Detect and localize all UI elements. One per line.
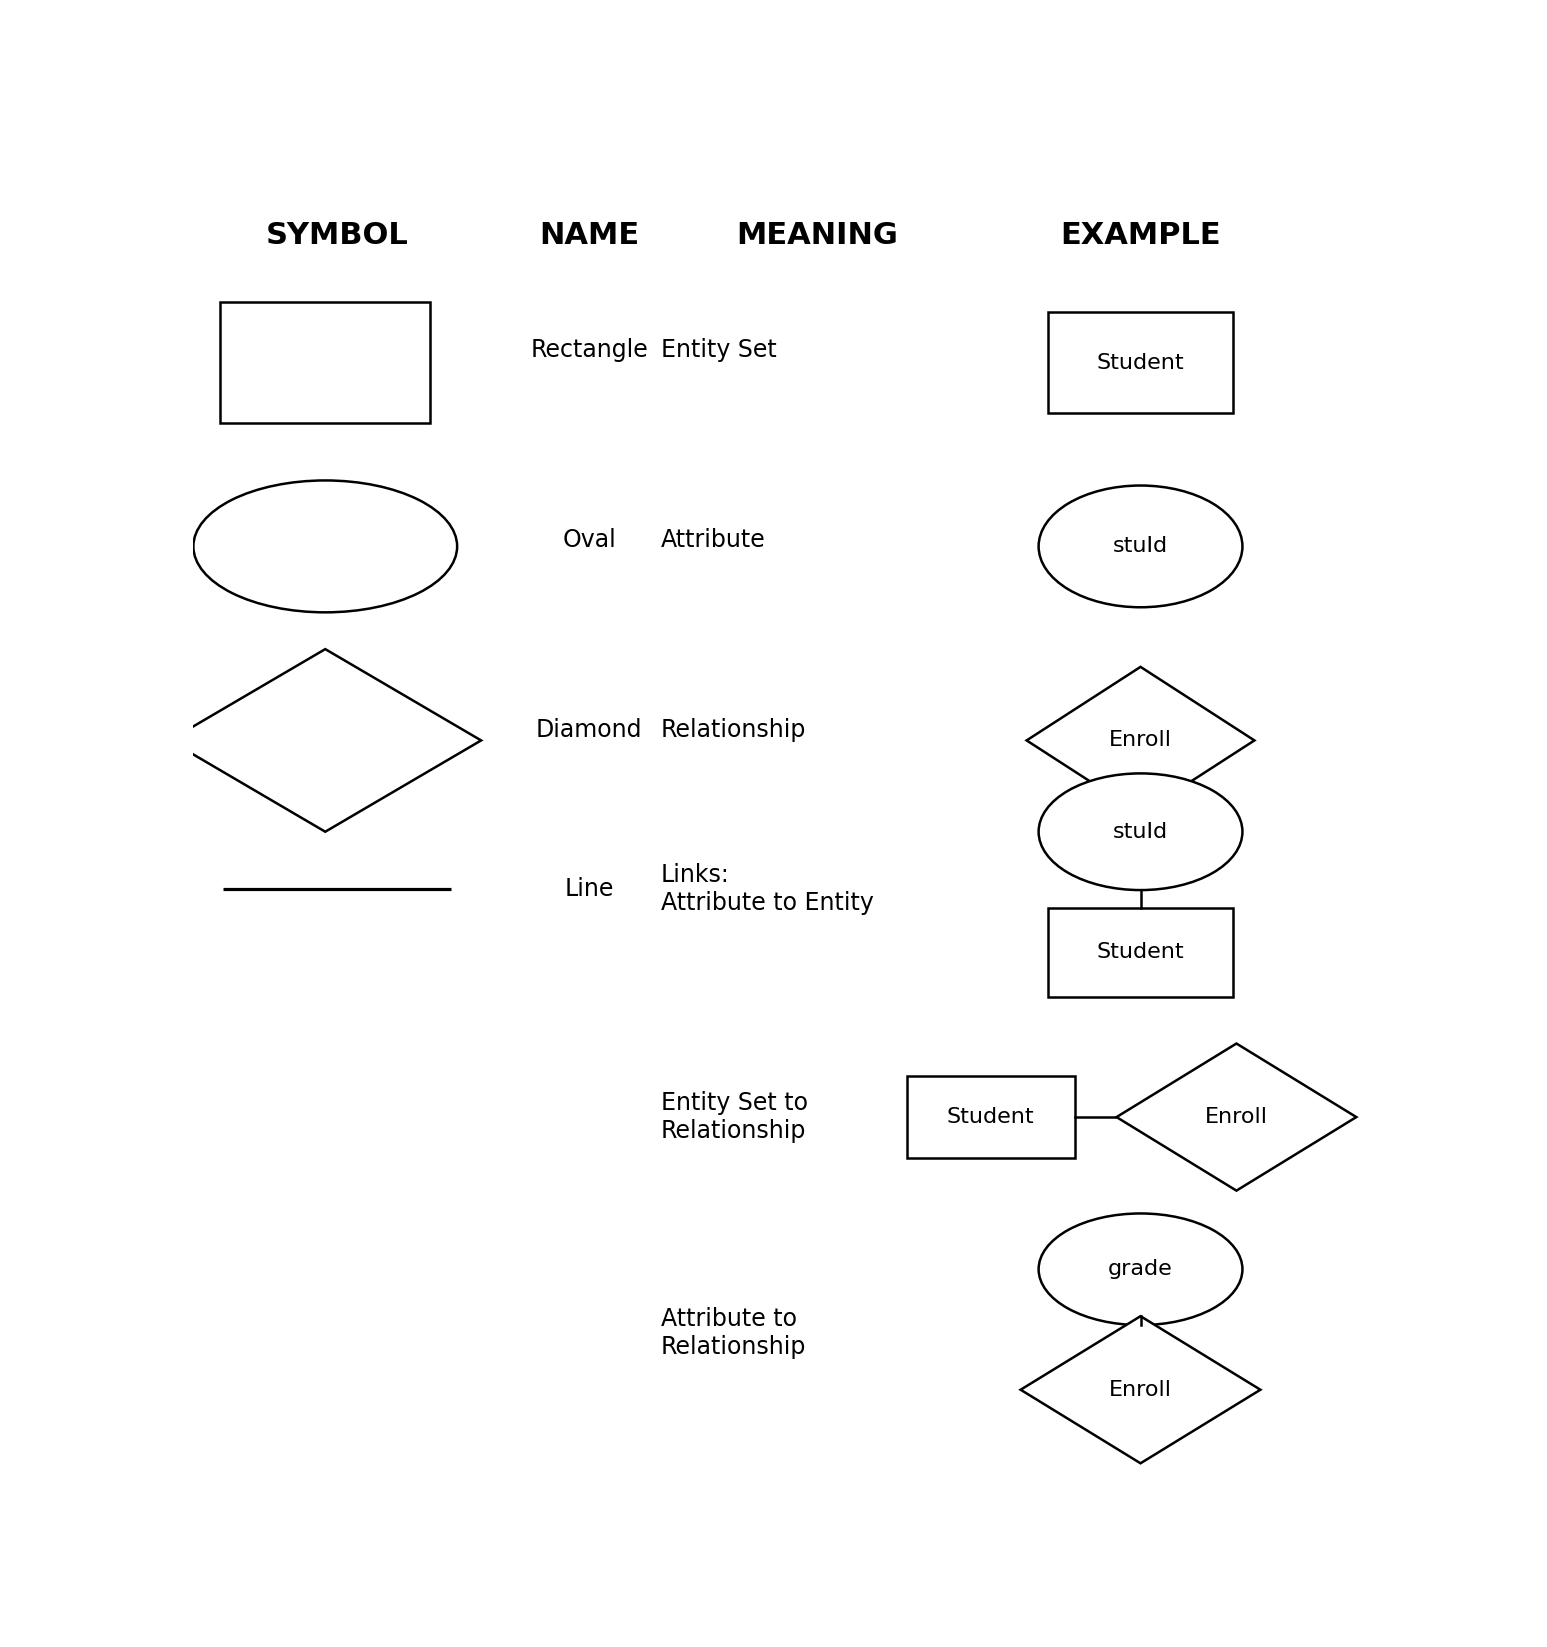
- Text: stuId: stuId: [1112, 822, 1168, 842]
- Text: stuId: stuId: [1112, 537, 1168, 557]
- Text: SYMBOL: SYMBOL: [266, 221, 408, 250]
- Polygon shape: [1027, 667, 1255, 814]
- Ellipse shape: [1038, 486, 1242, 608]
- Text: Attribute: Attribute: [661, 529, 766, 552]
- Text: MEANING: MEANING: [736, 221, 897, 250]
- Bar: [1047, 311, 1233, 413]
- Text: grade: grade: [1108, 1260, 1173, 1280]
- Bar: [907, 1075, 1075, 1158]
- Polygon shape: [1117, 1044, 1357, 1191]
- Text: NAME: NAME: [538, 221, 639, 250]
- Text: Entity Set to
Relationship: Entity Set to Relationship: [661, 1092, 808, 1143]
- Text: Oval: Oval: [562, 529, 616, 552]
- Text: Relationship: Relationship: [661, 718, 806, 743]
- Text: Enroll: Enroll: [1109, 1380, 1173, 1400]
- Text: Line: Line: [565, 876, 614, 901]
- Text: Attribute to
Relationship: Attribute to Relationship: [661, 1306, 806, 1359]
- Bar: [1047, 907, 1233, 996]
- Ellipse shape: [1038, 774, 1242, 889]
- Text: Student: Student: [947, 1107, 1035, 1127]
- Polygon shape: [170, 649, 481, 832]
- Text: Links:
Attribute to Entity: Links: Attribute to Entity: [661, 863, 874, 914]
- Text: Enroll: Enroll: [1109, 730, 1173, 751]
- Bar: [220, 303, 430, 423]
- Text: Enroll: Enroll: [1205, 1107, 1269, 1127]
- Text: Rectangle: Rectangle: [531, 338, 648, 362]
- Polygon shape: [1021, 1316, 1261, 1463]
- Text: Student: Student: [1097, 352, 1185, 372]
- Ellipse shape: [1038, 1214, 1242, 1326]
- Text: EXAMPLE: EXAMPLE: [1060, 221, 1221, 250]
- Text: Entity Set: Entity Set: [661, 338, 777, 362]
- Text: Diamond: Diamond: [535, 718, 642, 743]
- Ellipse shape: [193, 481, 458, 613]
- Text: Student: Student: [1097, 942, 1185, 962]
